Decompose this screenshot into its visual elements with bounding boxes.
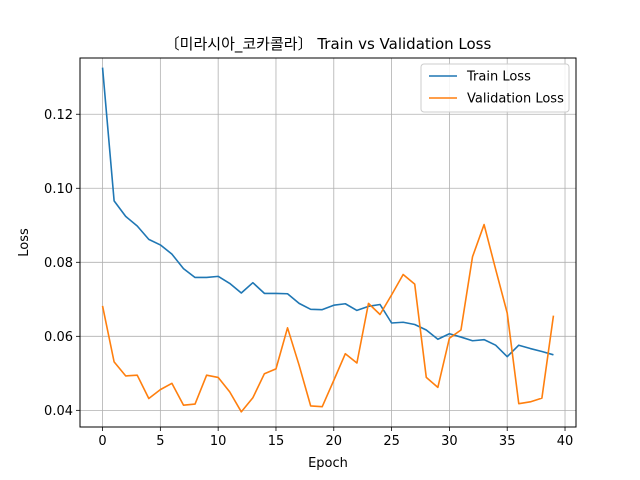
ticks: 0 5 10 15 20 25 30 35 40 0.04 0.06 0.08 0.10 0.12 [44, 108, 573, 449]
x-tick-label: 15 [268, 434, 285, 449]
x-tick-label: 10 [210, 434, 227, 449]
x-tick-label: 5 [156, 434, 164, 449]
x-tick-label: 20 [326, 434, 343, 449]
grid [80, 58, 576, 427]
validation-loss-line [101, 223, 555, 413]
legend: Train Loss Validation Loss [420, 63, 570, 113]
x-axis-label: Epoch [308, 456, 348, 471]
x-tick-label: 35 [499, 434, 516, 449]
y-axis-label: Loss [17, 228, 32, 257]
y-tick-label: 0.06 [44, 330, 73, 345]
series-lines [101, 67, 555, 413]
y-tick-label: 0.10 [44, 182, 73, 197]
x-tick-label: 25 [383, 434, 400, 449]
x-tick-label: 30 [441, 434, 458, 449]
x-tick-label: 0 [98, 434, 106, 449]
y-tick-label: 0.12 [44, 108, 73, 123]
legend-label: Validation Loss [467, 92, 564, 107]
axes-frame [79, 57, 577, 428]
chart-title: 〔미라시아_코카콜라〕 Train vs Validation Loss [165, 35, 492, 54]
y-tick-label: 0.04 [44, 404, 73, 419]
y-tick-label: 0.08 [44, 256, 73, 271]
train-loss-line [101, 67, 554, 358]
legend-box [420, 63, 570, 113]
legend-label: Train Loss [466, 70, 531, 85]
x-tick-label: 40 [557, 434, 574, 449]
